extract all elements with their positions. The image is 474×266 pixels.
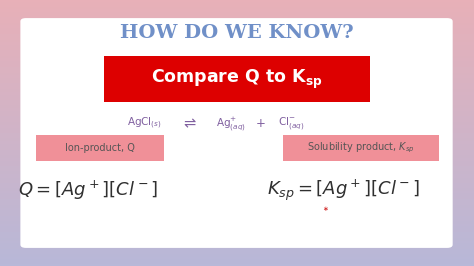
FancyBboxPatch shape bbox=[283, 135, 439, 161]
Text: $\ast$: $\ast$ bbox=[322, 204, 328, 213]
FancyBboxPatch shape bbox=[104, 56, 370, 102]
Text: +: + bbox=[256, 117, 266, 130]
Text: $Q = [Ag^+][Cl^-]$: $Q = [Ag^+][Cl^-]$ bbox=[18, 178, 158, 202]
Text: Ag$^{+}_{(aq)}$: Ag$^{+}_{(aq)}$ bbox=[216, 115, 246, 132]
FancyBboxPatch shape bbox=[20, 18, 453, 248]
Text: $\rightleftharpoons$: $\rightleftharpoons$ bbox=[182, 116, 198, 131]
Text: Solubility product, $K_{sp}$: Solubility product, $K_{sp}$ bbox=[307, 141, 415, 155]
Text: Ion-product, Q: Ion-product, Q bbox=[64, 143, 135, 153]
Text: Compare Q to $\mathbf{K_{sp}}$: Compare Q to $\mathbf{K_{sp}}$ bbox=[151, 67, 323, 91]
Text: $K_{sp} = [Ag^+][Cl^-]$: $K_{sp} = [Ag^+][Cl^-]$ bbox=[267, 177, 420, 203]
Text: HOW DO WE KNOW?: HOW DO WE KNOW? bbox=[120, 24, 354, 42]
Text: AgCl$_{(s)}$: AgCl$_{(s)}$ bbox=[127, 116, 162, 131]
Text: Cl$^{-}_{(aq)}$: Cl$^{-}_{(aq)}$ bbox=[278, 115, 304, 132]
FancyBboxPatch shape bbox=[36, 135, 164, 161]
